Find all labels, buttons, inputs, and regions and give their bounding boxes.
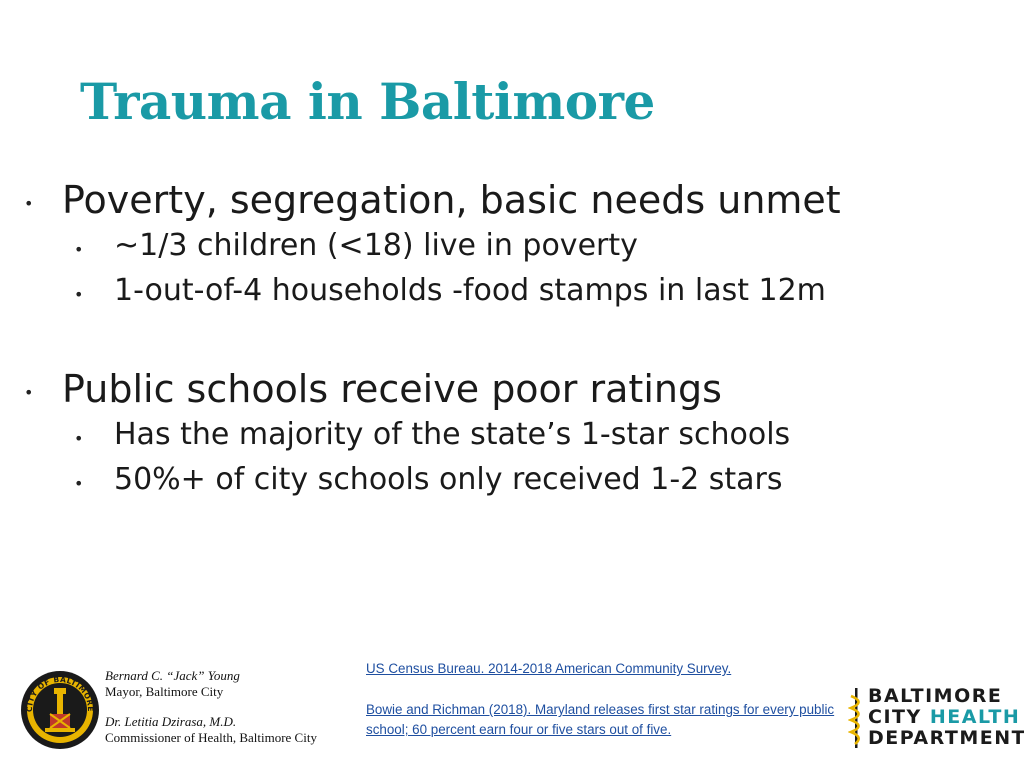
- bullet-dot: •: [74, 240, 84, 259]
- bullet-level2: Has the majority of the state’s 1-star s…: [114, 417, 791, 452]
- logo-word-city: CITY: [868, 706, 922, 728]
- footer-officials: Bernard C. “Jack” Young Mayor, Baltimore…: [105, 668, 317, 746]
- reference-link-census[interactable]: US Census Bureau. 2014-2018 American Com…: [366, 661, 732, 676]
- bullet-dot: •: [74, 285, 84, 304]
- bullet-dot: •: [24, 194, 34, 213]
- bullet-level1: Public schools receive poor ratings: [62, 367, 722, 411]
- bullet-dot: •: [74, 474, 84, 493]
- commissioner-name: Dr. Letitia Dzirasa, M.D.: [105, 714, 237, 729]
- bullet-dot: •: [24, 383, 34, 402]
- bullet-level2: 50%+ of city schools only received 1-2 s…: [114, 462, 783, 497]
- mayor-name: Bernard C. “Jack” Young: [105, 668, 240, 683]
- logo-line-department: DEPARTMENT: [868, 727, 1024, 749]
- health-department-logo: BALTIMORE CITY HEALTH DEPARTMENT: [848, 686, 1024, 750]
- bullet-level2: 1-out-of-4 households -food stamps in la…: [114, 273, 826, 308]
- commissioner-title: Commissioner of Health, Baltimore City: [105, 730, 317, 745]
- city-seal-logo: CITY OF BALTIMORE: [21, 671, 99, 749]
- bullet-level1: Poverty, segregation, basic needs unmet: [62, 178, 841, 222]
- mayor-title: Mayor, Baltimore City: [105, 684, 224, 699]
- bullet-level2: ~1/3 children (<18) live in poverty: [114, 228, 638, 263]
- references: US Census Bureau. 2014-2018 American Com…: [366, 659, 836, 740]
- reference-link-star-ratings[interactable]: Bowie and Richman (2018). Maryland relea…: [366, 702, 835, 737]
- slide-title: Trauma in Baltimore: [80, 72, 655, 131]
- caduceus-icon: [848, 688, 860, 748]
- logo-line-city-health: CITY HEALTH: [868, 707, 1024, 728]
- logo-line-baltimore: BALTIMORE: [868, 685, 1003, 707]
- logo-word-health: HEALTH: [929, 706, 1021, 728]
- bullet-dot: •: [74, 429, 84, 448]
